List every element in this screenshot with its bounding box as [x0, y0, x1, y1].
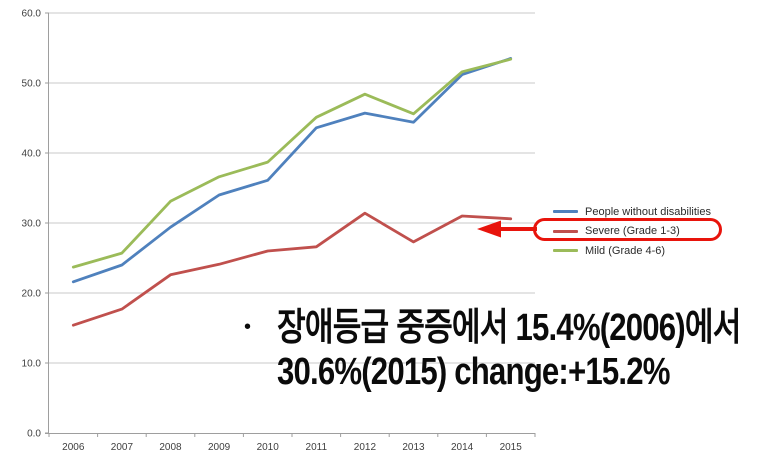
- x-axis-tick-label: 2015: [500, 442, 523, 453]
- severe-callout-oval: [533, 218, 722, 241]
- arrow-head-icon: [477, 220, 501, 238]
- bullet-icon: •: [244, 316, 252, 338]
- y-axis-labels: 0.0 10.0 20.0 30.0 40.0 50.0 60.0: [22, 9, 42, 440]
- x-axis-tick-label: 2007: [111, 442, 134, 453]
- series-lines: [71, 57, 513, 327]
- legend-item-people-without-disabilities: People without disabilities: [553, 202, 711, 222]
- legend-item-mild: Mild (Grade 4-6): [553, 241, 711, 261]
- legend-swatch-blue-line: [553, 210, 578, 214]
- callout-arrow: [477, 220, 537, 238]
- legend-swatch-green-line: [553, 249, 578, 253]
- legend-label-severe: Severe (Grade 1-3): [585, 225, 680, 238]
- gridlines: [49, 12, 535, 364]
- y-axis-tick-label: 50.0: [22, 79, 42, 90]
- legend: People without disabilities Severe (Grad…: [553, 202, 711, 261]
- annotation-line-2: 30.6%(2015) change:+15.2%: [277, 351, 670, 393]
- legend-item-severe: Severe (Grade 1-3): [553, 222, 711, 242]
- series-line-severe-grade-1-3-: [71, 211, 513, 327]
- y-axis-tick-label: 20.0: [22, 289, 42, 300]
- x-axis-tick-label: 2014: [451, 442, 474, 453]
- x-axis-tick-label: 2010: [257, 442, 280, 453]
- legend-label-mild: Mild (Grade 4-6): [585, 244, 666, 257]
- y-axis-tick-label: 10.0: [22, 359, 42, 370]
- legend-swatch-red-line: [553, 229, 578, 233]
- y-axis-tick-label: 0.0: [27, 429, 41, 440]
- y-axis-tick-label: 60.0: [22, 9, 42, 20]
- y-axis-tick-label: 30.0: [22, 219, 42, 230]
- x-axis-labels: 2006 2007 2008 2009 2010 2011 2012 2013 2014 2015: [62, 442, 522, 453]
- x-axis-tick-label: 2008: [159, 442, 182, 453]
- x-axis-tick-label: 2009: [208, 442, 231, 453]
- x-axis-tick-label: 2012: [354, 442, 377, 453]
- series-line-mild-grade-4-6-: [71, 57, 513, 269]
- series-line-people-without-disabilities: [71, 57, 513, 284]
- x-axis-tick-label: 2013: [402, 442, 425, 453]
- axes: [45, 12, 536, 437]
- annotation-line-1: 장애등급 중증에서 15.4%(2006)에서: [277, 307, 741, 349]
- x-axis-tick-label: 2011: [306, 442, 328, 453]
- annotation-bullet-text: • 장애등급 중증에서 15.4%(2006)에서 30.6%(2015) ch…: [244, 306, 767, 394]
- legend-label-people-without-disabilities: People without disabilities: [585, 205, 711, 218]
- x-axis-tick-label: 2006: [62, 442, 85, 453]
- y-axis-tick-label: 40.0: [22, 149, 42, 160]
- annotation-text: 장애등급 중증에서 15.4%(2006)에서 30.6%(2015) chan…: [277, 306, 741, 394]
